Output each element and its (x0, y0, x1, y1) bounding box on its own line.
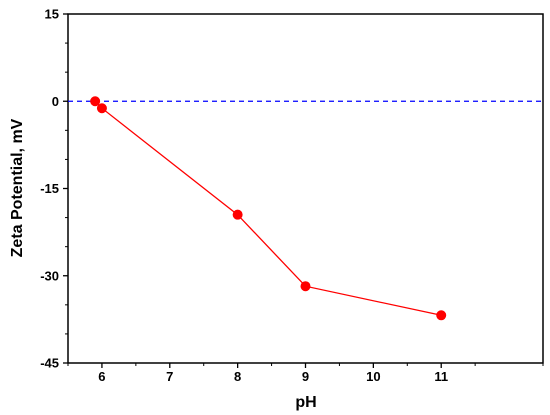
x-tick-label: 10 (366, 369, 380, 384)
x-tick-label: 7 (166, 369, 173, 384)
y-tick-label: -45 (40, 356, 59, 371)
series-line (94, 100, 442, 316)
y-tick-label: -15 (40, 181, 59, 196)
data-point (96, 103, 107, 114)
x-tick-label: 8 (234, 369, 241, 384)
plot-frame (67, 13, 544, 364)
x-tick-label: 6 (98, 369, 105, 384)
x-axis-title: pH (295, 394, 316, 411)
data-point (90, 96, 101, 107)
data-point (300, 281, 311, 292)
data-point (436, 310, 447, 321)
x-tick-label: 9 (302, 369, 309, 384)
y-tick-label: 0 (52, 94, 59, 109)
y-tick-label: -30 (40, 268, 59, 283)
data-point (232, 209, 243, 220)
y-axis-title: Zeta Potential, mV (9, 118, 26, 257)
x-tick-label: 11 (434, 369, 448, 384)
y-tick-label: 15 (45, 7, 59, 22)
